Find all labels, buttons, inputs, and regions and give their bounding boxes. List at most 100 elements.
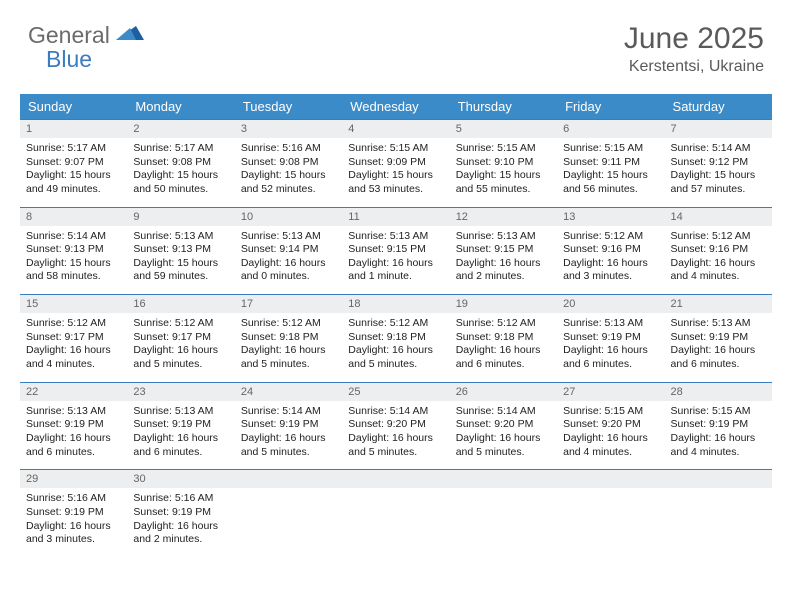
- sunrise-text: Sunrise: 5:13 AM: [563, 317, 658, 331]
- dayhead-sun: Sunday: [20, 94, 127, 120]
- week-row: 1Sunrise: 5:17 AMSunset: 9:07 PMDaylight…: [20, 120, 772, 208]
- day-body: Sunrise: 5:14 AMSunset: 9:12 PMDaylight:…: [665, 138, 772, 207]
- daylight-text: Daylight: 15 hours and 52 minutes.: [241, 169, 336, 196]
- daynum-empty: [557, 470, 664, 488]
- day-number: 9: [127, 208, 234, 226]
- sunset-text: Sunset: 9:18 PM: [241, 331, 336, 345]
- sunset-text: Sunset: 9:19 PM: [133, 506, 228, 520]
- day-cell: 12Sunrise: 5:13 AMSunset: 9:15 PMDayligh…: [450, 207, 557, 295]
- day-number: 8: [20, 208, 127, 226]
- sunrise-text: Sunrise: 5:14 AM: [241, 405, 336, 419]
- day-number: 16: [127, 295, 234, 313]
- daylight-text: Daylight: 16 hours and 4 minutes.: [671, 432, 766, 459]
- logo-text-general: General: [28, 22, 110, 49]
- daylight-text: Daylight: 16 hours and 0 minutes.: [241, 257, 336, 284]
- day-cell: [450, 470, 557, 557]
- day-number: 22: [20, 383, 127, 401]
- sunrise-text: Sunrise: 5:12 AM: [26, 317, 121, 331]
- day-body: Sunrise: 5:13 AMSunset: 9:19 PMDaylight:…: [557, 313, 664, 382]
- day-body: Sunrise: 5:16 AMSunset: 9:08 PMDaylight:…: [235, 138, 342, 207]
- daylight-text: Daylight: 16 hours and 5 minutes.: [348, 432, 443, 459]
- day-cell: 27Sunrise: 5:15 AMSunset: 9:20 PMDayligh…: [557, 382, 664, 470]
- sunset-text: Sunset: 9:07 PM: [26, 156, 121, 170]
- sunset-text: Sunset: 9:19 PM: [26, 418, 121, 432]
- sunrise-text: Sunrise: 5:12 AM: [671, 230, 766, 244]
- day-cell: 30Sunrise: 5:16 AMSunset: 9:19 PMDayligh…: [127, 470, 234, 557]
- day-body: Sunrise: 5:15 AMSunset: 9:09 PMDaylight:…: [342, 138, 449, 207]
- calendar-table: Sunday Monday Tuesday Wednesday Thursday…: [20, 94, 772, 557]
- day-cell: 19Sunrise: 5:12 AMSunset: 9:18 PMDayligh…: [450, 295, 557, 383]
- sunset-text: Sunset: 9:16 PM: [563, 243, 658, 257]
- day-cell: 23Sunrise: 5:13 AMSunset: 9:19 PMDayligh…: [127, 382, 234, 470]
- day-number: 11: [342, 208, 449, 226]
- dayhead-fri: Friday: [557, 94, 664, 120]
- day-body: Sunrise: 5:16 AMSunset: 9:19 PMDaylight:…: [20, 488, 127, 557]
- dayhead-sat: Saturday: [665, 94, 772, 120]
- day-body: Sunrise: 5:15 AMSunset: 9:20 PMDaylight:…: [557, 401, 664, 470]
- sunset-text: Sunset: 9:08 PM: [241, 156, 336, 170]
- sunset-text: Sunset: 9:17 PM: [133, 331, 228, 345]
- daynum-empty: [665, 470, 772, 488]
- daylight-text: Daylight: 15 hours and 55 minutes.: [456, 169, 551, 196]
- sunset-text: Sunset: 9:19 PM: [26, 506, 121, 520]
- title-block: June 2025 Kerstentsi, Ukraine: [624, 22, 764, 76]
- daylight-text: Daylight: 15 hours and 56 minutes.: [563, 169, 658, 196]
- sunset-text: Sunset: 9:19 PM: [241, 418, 336, 432]
- sunset-text: Sunset: 9:19 PM: [563, 331, 658, 345]
- day-body: Sunrise: 5:15 AMSunset: 9:11 PMDaylight:…: [557, 138, 664, 207]
- day-cell: 29Sunrise: 5:16 AMSunset: 9:19 PMDayligh…: [20, 470, 127, 557]
- sunrise-text: Sunrise: 5:13 AM: [133, 405, 228, 419]
- sunrise-text: Sunrise: 5:15 AM: [348, 142, 443, 156]
- day-number: 7: [665, 120, 772, 138]
- day-number: 30: [127, 470, 234, 488]
- sunset-text: Sunset: 9:18 PM: [456, 331, 551, 345]
- daylight-text: Daylight: 16 hours and 6 minutes.: [563, 344, 658, 371]
- sunrise-text: Sunrise: 5:12 AM: [133, 317, 228, 331]
- daynum-empty: [235, 470, 342, 488]
- sunrise-text: Sunrise: 5:14 AM: [671, 142, 766, 156]
- day-number: 24: [235, 383, 342, 401]
- sunrise-text: Sunrise: 5:13 AM: [26, 405, 121, 419]
- day-header-row: Sunday Monday Tuesday Wednesday Thursday…: [20, 94, 772, 120]
- sunrise-text: Sunrise: 5:17 AM: [26, 142, 121, 156]
- day-body: Sunrise: 5:14 AMSunset: 9:13 PMDaylight:…: [20, 226, 127, 295]
- sunset-text: Sunset: 9:16 PM: [671, 243, 766, 257]
- day-cell: [557, 470, 664, 557]
- day-cell: 24 Sunrise: 5:14 AMSunset: 9:19 PMDayligh…: [235, 382, 342, 470]
- day-body: Sunrise: 5:12 AMSunset: 9:16 PMDaylight:…: [665, 226, 772, 295]
- day-number: 3: [235, 120, 342, 138]
- day-number: 18: [342, 295, 449, 313]
- daylight-text: Daylight: 15 hours and 53 minutes.: [348, 169, 443, 196]
- day-number: 23: [127, 383, 234, 401]
- sunrise-text: Sunrise: 5:12 AM: [241, 317, 336, 331]
- sunrise-text: Sunrise: 5:15 AM: [563, 405, 658, 419]
- day-number: 13: [557, 208, 664, 226]
- sunrise-text: Sunrise: 5:12 AM: [563, 230, 658, 244]
- daynum-empty: [450, 470, 557, 488]
- daylight-text: Daylight: 16 hours and 4 minutes.: [563, 432, 658, 459]
- day-body: Sunrise: 5:17 AMSunset: 9:08 PMDaylight:…: [127, 138, 234, 207]
- sunset-text: Sunset: 9:15 PM: [456, 243, 551, 257]
- sunrise-text: Sunrise: 5:12 AM: [348, 317, 443, 331]
- day-body: Sunrise: 5:15 AMSunset: 9:10 PMDaylight:…: [450, 138, 557, 207]
- day-body: Sunrise: 5:15 AMSunset: 9:19 PMDaylight:…: [665, 401, 772, 470]
- daylight-text: Daylight: 16 hours and 5 minutes.: [241, 432, 336, 459]
- sunset-text: Sunset: 9:15 PM: [348, 243, 443, 257]
- calendar-body: 1Sunrise: 5:17 AMSunset: 9:07 PMDaylight…: [20, 120, 772, 557]
- day-cell: [342, 470, 449, 557]
- day-cell: 13Sunrise: 5:12 AMSunset: 9:16 PMDayligh…: [557, 207, 664, 295]
- week-row: 22Sunrise: 5:13 AMSunset: 9:19 PMDayligh…: [20, 382, 772, 470]
- daynum-empty: [342, 470, 449, 488]
- daybody-empty: [557, 488, 664, 554]
- daylight-text: Daylight: 16 hours and 6 minutes.: [671, 344, 766, 371]
- sunset-text: Sunset: 9:09 PM: [348, 156, 443, 170]
- header: General Blue June 2025 Kerstentsi, Ukrai…: [0, 0, 792, 86]
- sunset-text: Sunset: 9:13 PM: [26, 243, 121, 257]
- day-body: Sunrise: 5:12 AMSunset: 9:17 PMDaylight:…: [20, 313, 127, 382]
- day-body: Sunrise: 5:14 AMSunset: 9:20 PMDaylight:…: [450, 401, 557, 470]
- daylight-text: Daylight: 15 hours and 58 minutes.: [26, 257, 121, 284]
- day-body: Sunrise: 5:12 AMSunset: 9:17 PMDaylight:…: [127, 313, 234, 382]
- day-cell: 10Sunrise: 5:13 AMSunset: 9:14 PMDayligh…: [235, 207, 342, 295]
- day-number: 28: [665, 383, 772, 401]
- day-cell: 28Sunrise: 5:15 AMSunset: 9:19 PMDayligh…: [665, 382, 772, 470]
